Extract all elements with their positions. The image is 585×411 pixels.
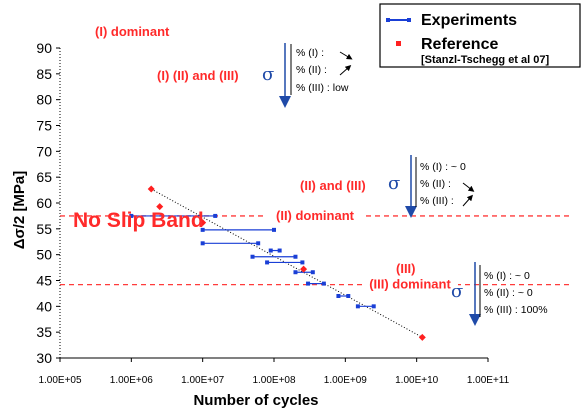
x-axis-title: Number of cycles — [193, 392, 318, 409]
legend-experiments-marker — [407, 18, 411, 22]
experiment-marker — [346, 294, 351, 298]
y-tick-label: 30 — [36, 350, 52, 366]
reference-series — [147, 185, 426, 341]
y-tick-label: 65 — [36, 169, 52, 185]
y-tick-label: 45 — [36, 273, 52, 289]
experiment-marker — [268, 248, 273, 253]
reference-point — [418, 333, 426, 341]
box1-line1: % (I) : — [296, 47, 324, 59]
x-tick-label: 1.00E+11 — [467, 375, 510, 386]
y-tick-label: 85 — [36, 66, 52, 82]
experiment-marker — [336, 294, 341, 298]
legend-reference-label: Reference — [421, 36, 498, 53]
y-tick-label: 60 — [36, 195, 52, 211]
reference-point — [156, 203, 164, 211]
y-tick-label: 35 — [36, 324, 52, 340]
experiment-marker — [293, 270, 298, 275]
box2-line2: % (II) : — [420, 178, 451, 190]
experiment-marker — [355, 304, 360, 309]
experiment-marker — [213, 213, 218, 218]
reference-point — [199, 219, 207, 227]
box1-line3: % (III) : low — [296, 82, 349, 94]
legend-experiments-label: Experiments — [421, 12, 517, 29]
trend-line — [150, 188, 423, 338]
region-top-label: (I) dominant — [95, 24, 170, 39]
increase-arrow-icon — [339, 65, 352, 76]
legend-reference-marker — [396, 41, 401, 46]
x-tick-label: 1.00E+05 — [38, 375, 82, 386]
fraction-box-2: % (I) : ~ 0 % (II) : % (III) : — [415, 157, 475, 207]
experiments-series — [129, 213, 376, 309]
experiment-marker — [321, 281, 326, 286]
experiment-marker — [256, 241, 261, 246]
box2-line1: % (I) : ~ 0 — [420, 161, 466, 173]
experiment-marker — [200, 227, 205, 232]
experiment-marker — [200, 241, 205, 246]
sigma-symbol-3: σ — [451, 281, 463, 302]
threshold-label: (II) dominant — [276, 208, 355, 223]
experiment-marker — [300, 260, 305, 265]
x-tick-label: 1.00E+06 — [110, 375, 154, 386]
decrease-arrow-icon — [339, 51, 353, 60]
y-tick-label: 55 — [36, 221, 52, 237]
y-tick-label: 40 — [36, 298, 52, 314]
box2-line3: % (III) : — [420, 195, 454, 207]
experiment-marker — [293, 254, 298, 259]
region-upper-label: (I) (II) and (III) — [157, 68, 239, 83]
threshold-label-bg — [362, 275, 458, 292]
experiment-marker — [129, 213, 134, 218]
experiment-marker — [371, 304, 376, 309]
box3-line2: % (II) : ~ 0 — [484, 287, 533, 299]
no-slip-band-label: No Slip Band — [73, 209, 204, 232]
reference-point — [147, 185, 155, 193]
threshold-label: (III) dominant — [369, 277, 451, 292]
legend-box — [379, 3, 581, 68]
reference-point — [300, 265, 308, 273]
fraction-box-3: % (I) : ~ 0 % (II) : ~ 0 % (III) : 100% — [479, 265, 548, 317]
y-tick-label: 75 — [36, 118, 52, 134]
experiment-marker — [277, 248, 282, 253]
x-tick-label: 1.00E+08 — [252, 375, 296, 386]
experiment-marker — [265, 260, 270, 265]
legend-reference-source: [Stanzl-Tschegg et al 07] — [421, 54, 549, 66]
box3-line1: % (I) : ~ 0 — [484, 270, 530, 282]
y-tick-label: 80 — [36, 92, 52, 108]
axes-layer: 30 35 40 45 50 55 60 65 70 75 80 85 90 1.00E+05 1.00E+… — [36, 40, 509, 386]
box3-line3: % (III) : 100% — [484, 304, 548, 316]
region-middle-label: (II) and (III) — [300, 178, 366, 193]
legend-experiments-marker — [386, 18, 390, 22]
y-tick-label: 90 — [36, 40, 52, 56]
y-tick-label: 50 — [36, 247, 52, 263]
decrease-arrow-icon — [462, 182, 475, 192]
y-axis-title: Δσ/2 [MPa] — [11, 171, 28, 250]
threshold-label-bg — [267, 206, 363, 223]
x-tick-label: 1.00E+07 — [181, 375, 225, 386]
experiment-marker — [272, 227, 276, 232]
experiment-marker — [250, 254, 255, 259]
x-tick-label: 1.00E+10 — [395, 375, 439, 386]
increase-arrow-icon — [462, 194, 473, 207]
box1-line2: % (II) : — [296, 64, 327, 76]
fraction-box-1: % (I) : % (II) : % (III) : low — [290, 44, 353, 95]
sigma-symbol-1: σ — [262, 64, 274, 85]
y-tick-label: 70 — [36, 143, 52, 159]
sigma-symbol-2: σ — [388, 173, 400, 194]
experiment-marker — [306, 281, 311, 286]
experiment-marker — [310, 270, 315, 275]
trend-layer — [150, 188, 423, 338]
region-lower-label: (III) — [396, 261, 416, 276]
x-tick-label: 1.00E+09 — [324, 375, 368, 386]
legend: Experiments Reference [Stanzl-Tschegg et… — [379, 3, 581, 68]
